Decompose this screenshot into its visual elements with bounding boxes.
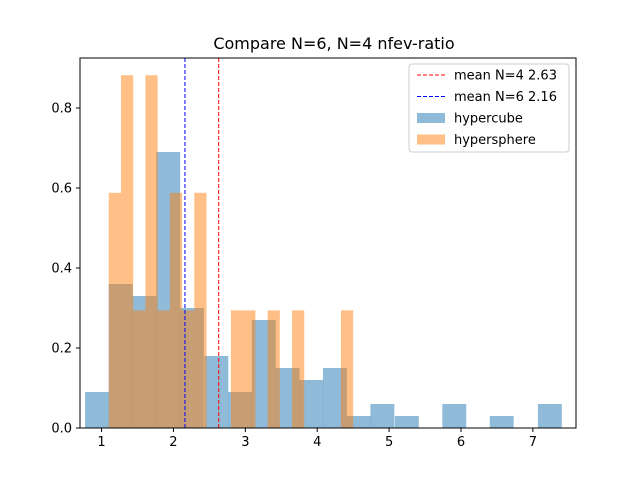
y-tick-label: 0.4 bbox=[51, 262, 72, 277]
hypercube-bar bbox=[394, 416, 419, 428]
x-tick-label: 2 bbox=[169, 435, 177, 450]
hypercube-bar bbox=[489, 416, 514, 428]
legend-frame bbox=[408, 63, 570, 153]
plot-frame bbox=[79, 57, 577, 429]
hypersphere-bar bbox=[157, 310, 170, 428]
hypersphere-bar bbox=[243, 310, 256, 428]
x-tick-label: 1 bbox=[97, 435, 105, 450]
hypersphere-bar bbox=[267, 310, 280, 428]
hypercube-bar bbox=[85, 392, 109, 428]
hypersphere-bar bbox=[120, 75, 134, 428]
chart-title: Compare N=6, N=4 nfev-ratio bbox=[213, 34, 454, 53]
hypersphere-bar bbox=[145, 75, 158, 428]
hypersphere-bar bbox=[292, 310, 305, 428]
hypersphere-bar bbox=[230, 310, 244, 428]
y-tick-label: 0.6 bbox=[51, 182, 72, 197]
legend: mean N=4 2.63 mean N=6 2.16 hypercube hyper… bbox=[408, 63, 570, 153]
hypercube-bar bbox=[322, 368, 347, 428]
hypersphere-bar bbox=[169, 192, 183, 428]
x-tick-label: 4 bbox=[313, 435, 321, 450]
legend-label: mean N=4 2.63 bbox=[454, 69, 557, 84]
hypersphere-bar bbox=[340, 310, 354, 428]
hypercube-bar bbox=[370, 404, 395, 428]
y-axis: 0.0 0.2 0.4 0.6 0.8 bbox=[51, 102, 80, 437]
hypercube-bar bbox=[537, 404, 562, 428]
y-tick-label: 0.2 bbox=[51, 342, 72, 357]
y-tick-label: 0.0 bbox=[51, 422, 72, 437]
legend-patch-swatch bbox=[417, 113, 445, 123]
y-tick-label: 0.8 bbox=[51, 102, 72, 117]
hypercube-bar bbox=[299, 380, 324, 428]
x-tick-label: 7 bbox=[529, 435, 537, 450]
x-tick-label: 3 bbox=[241, 435, 249, 450]
legend-label: hypersphere bbox=[454, 133, 536, 148]
hypersphere-bar bbox=[182, 310, 195, 428]
hypercube-bar bbox=[442, 404, 467, 428]
x-tick-label: 6 bbox=[457, 435, 465, 450]
hypersphere-bar bbox=[194, 192, 207, 428]
hypersphere-bar bbox=[133, 310, 146, 428]
legend-patch-swatch bbox=[417, 134, 445, 145]
hypersphere-bar bbox=[108, 192, 121, 428]
hypercube-bar bbox=[204, 356, 229, 428]
bars-layer bbox=[85, 75, 562, 428]
legend-label: hypercube bbox=[454, 112, 523, 127]
reference-lines-layer bbox=[184, 58, 220, 428]
x-axis: 1 2 3 4 5 6 7 bbox=[97, 428, 537, 450]
x-tick-label: 5 bbox=[385, 435, 393, 450]
legend-label: mean N=6 2.16 bbox=[454, 90, 557, 105]
